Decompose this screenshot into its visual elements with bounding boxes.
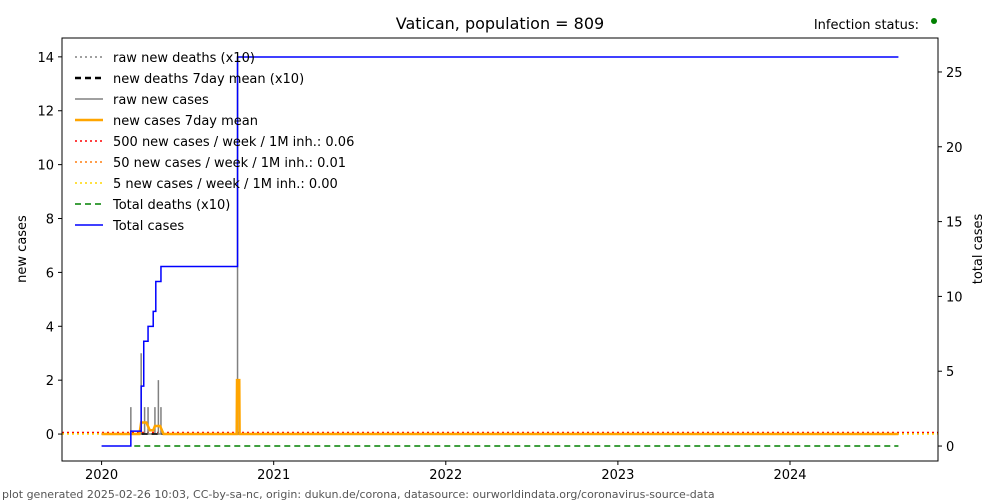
infection-status-indicator — [931, 18, 937, 24]
y-tick-label: 2 — [46, 374, 54, 389]
axis-ticks: 2020 2021 2022 2023 2024 0 2 4 6 8 10 12 14 0 5 10 15 20 2… — [37, 51, 962, 483]
y-tick-label-right: 25 — [946, 66, 963, 81]
y-tick-label-right: 15 — [946, 216, 963, 231]
y-tick-label-right: 5 — [946, 365, 954, 380]
y-tick-label: 12 — [37, 105, 54, 120]
legend-label: Total deaths (x10) — [112, 198, 230, 213]
axes-frame — [61, 37, 939, 462]
legend-label: 500 new cases / week / 1M inh.: 0.06 — [113, 135, 354, 150]
legend-label: 5 new cases / week / 1M inh.: 0.00 — [113, 177, 338, 192]
legend: raw new deaths (x10) new deaths 7day mean… — [75, 51, 354, 234]
legend-label: raw new cases — [113, 93, 209, 108]
legend-label: new deaths 7day mean (x10) — [113, 72, 304, 87]
y-axis-label-right: total cases — [971, 214, 986, 285]
infection-status-label: Infection status: — [814, 18, 919, 33]
plot-area — [62, 56, 938, 447]
y-tick-label: 4 — [46, 320, 54, 335]
y-tick-label: 8 — [46, 213, 54, 228]
legend-label: Total cases — [112, 219, 184, 234]
x-tick-label: 2021 — [257, 468, 290, 483]
footer-note: plot generated 2025-02-26 10:03, CC-by-s… — [2, 488, 715, 500]
y-axis-label: new cases — [15, 215, 30, 283]
x-tick-label: 2020 — [85, 468, 118, 483]
y-tick-label-right: 20 — [946, 141, 963, 156]
series-total-cases — [101, 56, 899, 447]
x-tick-label: 2024 — [773, 468, 806, 483]
y-tick-label: 10 — [37, 159, 54, 174]
y-tick-label: 0 — [46, 428, 54, 443]
y-tick-label: 6 — [46, 266, 54, 281]
x-tick-label: 2022 — [429, 468, 462, 483]
x-tick-label: 2023 — [601, 468, 634, 483]
legend-label: raw new deaths (x10) — [113, 51, 255, 66]
y-tick-label: 14 — [37, 51, 54, 66]
legend-label: new cases 7day mean — [113, 114, 258, 129]
y-tick-label-right: 10 — [946, 290, 963, 305]
series-new-cases-7day-mean — [101, 378, 899, 436]
legend-label: 50 new cases / week / 1M inh.: 0.01 — [113, 156, 346, 171]
chart-title: Vatican, population = 809 — [396, 14, 604, 33]
y-tick-label-right: 0 — [946, 440, 954, 455]
